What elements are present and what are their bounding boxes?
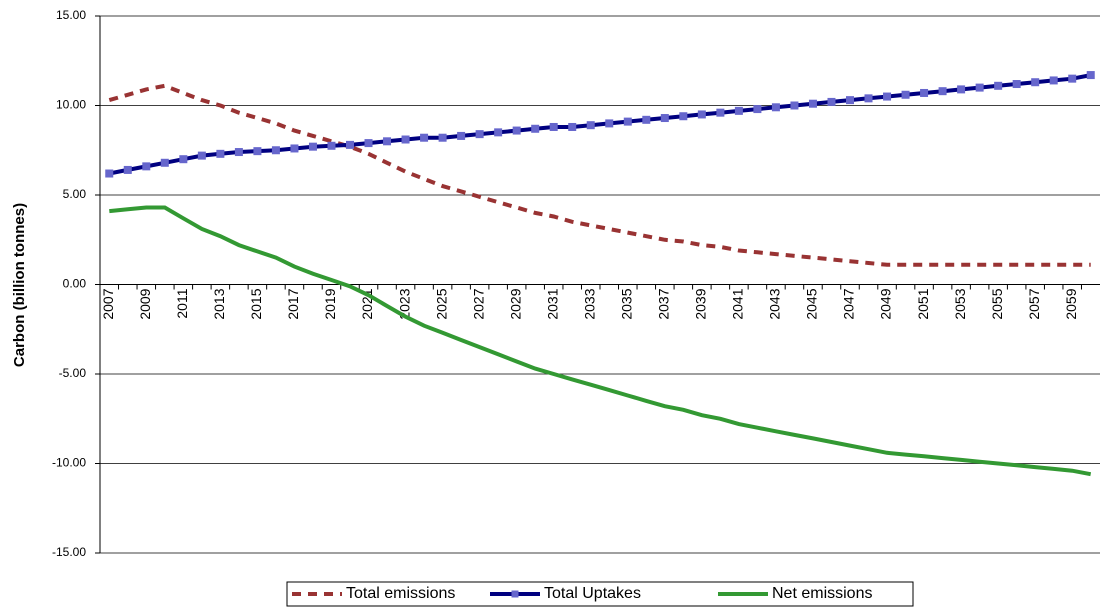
series-marker bbox=[957, 85, 966, 94]
x-tick-label: 2019 bbox=[322, 288, 338, 319]
x-tick-label: 2041 bbox=[730, 288, 746, 319]
series-marker bbox=[327, 141, 336, 150]
legend-box bbox=[286, 581, 914, 607]
series-marker bbox=[160, 158, 169, 167]
series-marker bbox=[438, 133, 447, 142]
series-marker bbox=[808, 99, 817, 108]
series-marker bbox=[494, 128, 503, 137]
series-marker bbox=[938, 87, 947, 96]
x-tick-label: 2047 bbox=[841, 288, 857, 319]
series-marker bbox=[290, 144, 299, 153]
x-tick-label: 2027 bbox=[470, 288, 486, 319]
x-tick-label: 2033 bbox=[581, 288, 597, 319]
series-marker bbox=[420, 133, 429, 142]
y-tick-label: 10.00 bbox=[56, 98, 86, 112]
series-marker bbox=[697, 110, 706, 119]
series-marker bbox=[123, 165, 132, 174]
series-marker bbox=[105, 169, 114, 178]
x-tick-label: 2045 bbox=[804, 288, 820, 319]
x-tick-label: 2039 bbox=[693, 288, 709, 319]
series-marker bbox=[716, 108, 725, 117]
series-marker bbox=[1068, 74, 1077, 83]
legend-label: Total Uptakes bbox=[544, 585, 641, 602]
series-marker bbox=[364, 139, 373, 148]
series-marker bbox=[475, 130, 484, 139]
x-tick-label: 2031 bbox=[544, 288, 560, 319]
x-tick-label: 2035 bbox=[618, 288, 634, 319]
series-marker bbox=[142, 162, 151, 171]
series-marker bbox=[179, 155, 188, 164]
series-marker bbox=[253, 147, 262, 156]
series-marker bbox=[216, 149, 225, 158]
legend-marker bbox=[511, 590, 519, 598]
series-marker bbox=[271, 146, 280, 155]
x-tick-label: 2057 bbox=[1026, 288, 1042, 319]
series-marker bbox=[512, 126, 521, 135]
series-marker bbox=[846, 96, 854, 105]
x-tick-label: 2053 bbox=[952, 288, 968, 319]
series-marker bbox=[1086, 71, 1095, 80]
x-tick-label: 2051 bbox=[915, 288, 931, 319]
series-marker bbox=[234, 148, 243, 157]
series-marker bbox=[864, 94, 873, 103]
series-marker bbox=[1031, 78, 1040, 87]
series-marker bbox=[975, 83, 984, 92]
legend-label: Net emissions bbox=[772, 585, 872, 602]
x-tick-label: 2025 bbox=[433, 288, 449, 319]
y-tick-label: 15.00 bbox=[56, 8, 86, 22]
y-tick-label: -10.00 bbox=[52, 456, 86, 470]
series-line bbox=[109, 205, 1092, 477]
series-marker bbox=[401, 135, 410, 144]
series-marker bbox=[660, 114, 669, 123]
series-marker bbox=[605, 119, 614, 128]
y-tick-label: -5.00 bbox=[59, 366, 87, 380]
series-marker bbox=[568, 122, 577, 131]
series-marker bbox=[883, 92, 892, 101]
x-tick-label: 2037 bbox=[656, 288, 672, 319]
series-marker bbox=[920, 88, 929, 97]
series-marker bbox=[734, 106, 743, 115]
x-tick-label: 2029 bbox=[507, 288, 523, 319]
series-marker bbox=[994, 81, 1003, 90]
series-marker bbox=[790, 101, 799, 110]
series-marker bbox=[346, 140, 354, 149]
x-tick-label: 2007 bbox=[100, 288, 116, 319]
series-marker bbox=[642, 115, 651, 124]
x-tick-label: 2049 bbox=[878, 288, 894, 319]
x-tick-label: 2055 bbox=[989, 288, 1005, 319]
series-marker bbox=[753, 105, 762, 114]
x-tick-label: 2009 bbox=[137, 288, 153, 319]
series-marker bbox=[1012, 80, 1021, 89]
y-tick-label: 0.00 bbox=[63, 277, 87, 291]
x-tick-label: 2013 bbox=[211, 288, 227, 319]
series-marker bbox=[1049, 76, 1058, 85]
series-line bbox=[108, 83, 1091, 267]
legend-label: Total emissions bbox=[346, 585, 455, 602]
series-marker bbox=[383, 137, 392, 146]
x-tick-label: 2015 bbox=[248, 288, 264, 319]
y-axis-label: Carbon (billion tonnes) bbox=[11, 203, 28, 367]
x-tick-label: 2059 bbox=[1063, 288, 1079, 319]
series-marker bbox=[623, 117, 632, 126]
x-tick-label: 2011 bbox=[174, 288, 190, 318]
series-marker bbox=[901, 90, 910, 99]
series-marker bbox=[679, 112, 688, 121]
x-tick-label: 2017 bbox=[285, 288, 301, 319]
x-tick-label: 2043 bbox=[767, 288, 783, 319]
series-marker bbox=[586, 121, 595, 130]
series-marker bbox=[308, 142, 317, 151]
series-marker bbox=[457, 131, 466, 140]
series-marker bbox=[771, 103, 780, 112]
y-tick-label: -15.00 bbox=[52, 545, 86, 559]
series-marker bbox=[197, 151, 206, 160]
series-marker bbox=[531, 124, 540, 133]
y-tick-label: 5.00 bbox=[63, 187, 87, 201]
series-marker bbox=[549, 122, 558, 131]
series-marker bbox=[827, 97, 836, 106]
